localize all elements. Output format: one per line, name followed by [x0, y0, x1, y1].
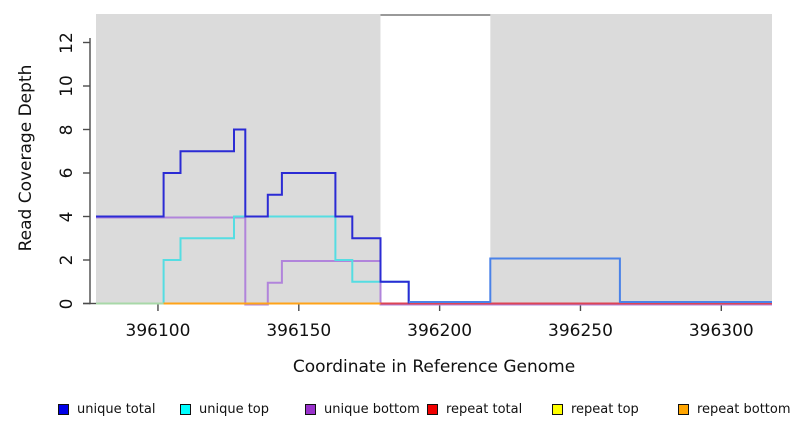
y-tick-label: 12 — [57, 31, 77, 54]
y-tick-label: 10 — [57, 75, 77, 97]
legend-swatch — [678, 403, 689, 415]
legend-item-unique-total: unique total — [58, 399, 155, 419]
y-tick-label: 6 — [57, 167, 77, 179]
y-tick-label: 2 — [57, 254, 77, 266]
legend-label: repeat bottom — [697, 401, 791, 417]
legend: unique total unique top unique bottom repea… — [0, 399, 792, 423]
legend-swatch — [180, 403, 191, 415]
legend-label: unique bottom — [324, 401, 420, 417]
y-tick-label: 8 — [57, 124, 77, 135]
legend-swatch — [58, 403, 69, 415]
x-tick-label: 396250 — [548, 321, 613, 341]
y-axis-title: Read Coverage Depth — [16, 64, 36, 252]
legend-label: unique total — [77, 401, 156, 417]
y-tick-label: 0 — [57, 298, 77, 309]
series-unique-total — [96, 128, 410, 304]
legend-label: repeat top — [571, 401, 639, 417]
series-unique-total — [408, 257, 772, 303]
legend-swatch — [305, 403, 316, 415]
masked-region — [380, 14, 491, 304]
legend-item-repeat-total: repeat total — [427, 399, 522, 419]
legend-item-unique-top: unique top — [180, 399, 269, 419]
legend-swatch — [427, 403, 438, 415]
x-tick-label: 396100 — [125, 321, 191, 341]
x-axis-title: Coordinate in Reference Genome — [292, 357, 576, 377]
x-tick-label: 396300 — [688, 321, 754, 341]
y-tick-label: 4 — [57, 211, 77, 222]
legend-item-repeat-bottom: repeat bottom — [678, 399, 791, 419]
legend-swatch — [552, 403, 563, 415]
x-tick-label: 396150 — [266, 321, 332, 341]
legend-item-repeat-top: repeat top — [552, 399, 639, 419]
legend-label: unique top — [199, 401, 270, 417]
legend-item-unique-bottom: unique bottom — [305, 399, 420, 419]
x-tick-label: 396200 — [407, 321, 473, 341]
legend-label: repeat total — [446, 401, 523, 417]
